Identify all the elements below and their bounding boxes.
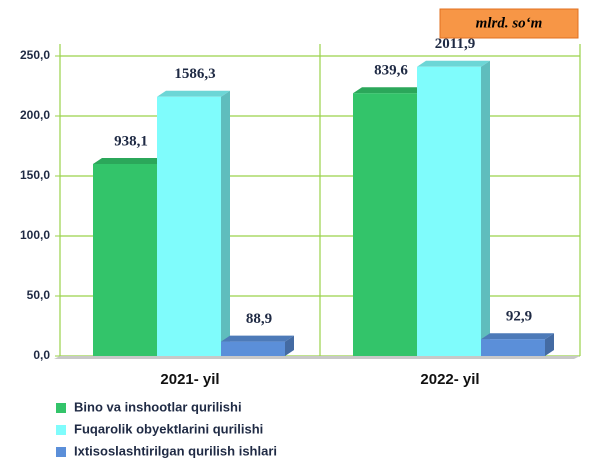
bar-top <box>157 90 230 97</box>
data-label: 938,1 <box>114 133 148 149</box>
legend-label: Bino va inshootlar qurilishi <box>74 399 242 414</box>
bar <box>481 339 545 356</box>
bar-top <box>93 158 166 164</box>
unit-box <box>439 8 579 39</box>
bar <box>157 96 221 357</box>
bar <box>417 66 481 357</box>
y-tick-label: 150,0 <box>20 168 50 182</box>
legend-label: Fuqarolik obyektlarini qurilishi <box>74 421 263 436</box>
bar-top <box>221 335 294 342</box>
y-tick-label: 100,0 <box>20 228 50 242</box>
data-label: 2011,9 <box>435 36 475 52</box>
bar <box>93 164 157 356</box>
data-label: 839,6 <box>374 63 408 79</box>
y-tick-label: 0,0 <box>33 348 50 362</box>
bar-side <box>545 333 554 356</box>
data-label: 88,9 <box>246 311 272 327</box>
unit-label: mlrd. so‘m <box>476 15 543 31</box>
bar-side <box>221 90 230 357</box>
bar-top <box>481 333 554 340</box>
bar-side <box>481 60 490 357</box>
x-tick-label: 2022- yil <box>420 371 479 388</box>
y-tick-label: 50,0 <box>27 288 51 302</box>
floor <box>54 356 580 359</box>
data-label: 1586,3 <box>174 66 215 82</box>
bar-top <box>353 87 426 94</box>
legend-swatch <box>56 403 66 413</box>
x-tick-label: 2021- yil <box>160 371 219 388</box>
y-tick-label: 200,0 <box>20 108 50 122</box>
bar <box>221 341 285 356</box>
legend-swatch <box>56 425 66 435</box>
y-tick-label: 250,0 <box>20 48 50 62</box>
bar-top <box>417 60 490 67</box>
bar-side <box>285 335 294 356</box>
legend-label: Ixtisoslashtirilgan qurilish ishlari <box>74 443 277 458</box>
data-label: 92,9 <box>506 309 532 325</box>
legend-swatch <box>56 447 66 457</box>
bar <box>353 93 417 356</box>
